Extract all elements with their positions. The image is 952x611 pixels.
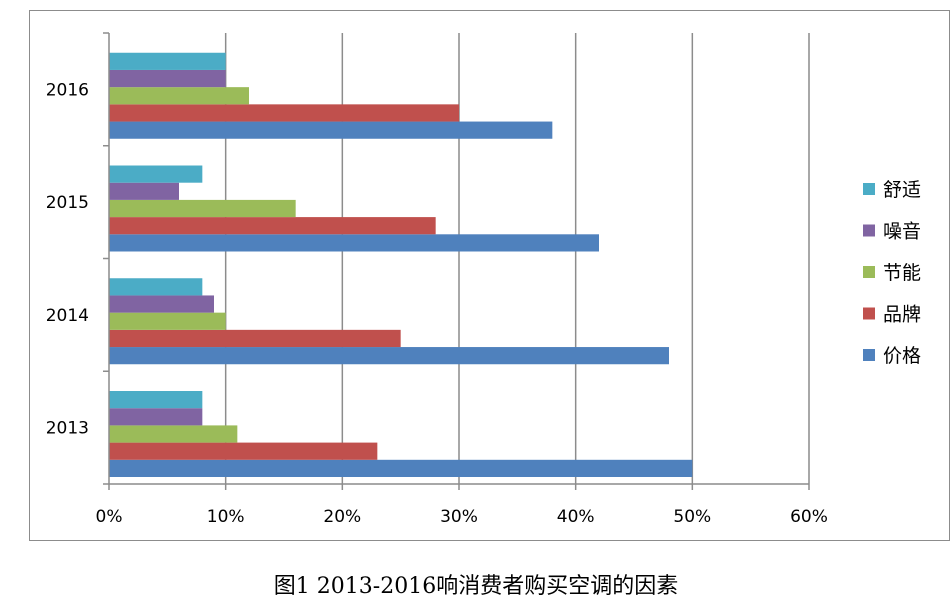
bar-2014-e59381e7898c: [109, 329, 401, 348]
bar-2015-e88a82e883bd: [109, 199, 296, 218]
legend-swatch-e59381e7898c: [863, 307, 875, 320]
x-tick-label-0: 0%: [96, 507, 123, 527]
bar-2016-e59381e7898c: [109, 104, 459, 122]
legend-label-e88a82e883bd: 节能: [883, 262, 921, 284]
y-tick-label-2014: 2014: [46, 306, 89, 326]
legend-swatch-e88892e98082: [863, 183, 875, 195]
bar-2014-e88a82e883bd: [109, 312, 226, 330]
bar-2013-e88892e98082: [109, 391, 203, 409]
y-tick-label-2016: 2016: [46, 80, 89, 100]
legend-swatch-e88a82e883bd: [863, 266, 875, 278]
bars: [109, 52, 693, 477]
x-tick-label-4: 40%: [557, 507, 595, 527]
bar-2016-e88892e98082: [109, 52, 226, 70]
bar-2014-e4bbb7e6a0bc: [109, 347, 669, 365]
y-tick-label-2013: 2013: [46, 419, 89, 439]
bar-2014-e599aae99fb3: [109, 295, 214, 313]
legend-label-e59381e7898c: 品牌: [883, 304, 921, 326]
x-tick-label-2: 20%: [323, 507, 361, 527]
bar-2013-e4bbb7e6a0bc: [109, 459, 693, 477]
bar-2013-e599aae99fb3: [109, 408, 203, 426]
legend-swatch-e4bbb7e6a0bc: [863, 349, 875, 361]
y-tick-label-2015: 2015: [46, 193, 89, 213]
legend-label-e88892e98082: 舒适: [883, 179, 921, 201]
bar-2015-e59381e7898c: [109, 217, 436, 235]
x-tick-labels: 0% 10% 20% 30% 40% 50% 60%: [96, 507, 828, 527]
axes: [103, 32, 810, 490]
chart-frame: [29, 10, 950, 541]
legend-label-e4bbb7e6a0bc: 价格: [883, 345, 921, 367]
bar-2013-e59381e7898c: [109, 442, 378, 460]
bar-2015-e88892e98082: [109, 165, 203, 183]
bar-2016-e4bbb7e6a0bc: [109, 121, 553, 139]
bar-2014-e88892e98082: [109, 278, 203, 296]
x-tick-label-3: 30%: [440, 507, 478, 527]
gridlines: [224, 33, 810, 484]
bar-2015-e4bbb7e6a0bc: [109, 234, 599, 252]
legend-label-e599aae99fb3: 噪音: [883, 221, 921, 243]
y-tick-labels: 2013 2014 2015 2016: [46, 80, 89, 438]
figure-caption: 图1 2013-2016响消费者购买空调的因素: [273, 574, 679, 599]
x-tick-label-1: 10%: [207, 507, 245, 527]
bar-2013-e88a82e883bd: [109, 425, 238, 443]
legend-swatch-e599aae99fb3: [863, 224, 875, 237]
bar-2015-e599aae99fb3: [109, 182, 179, 200]
bar-2016-e599aae99fb3: [109, 69, 226, 88]
bar-2016-e88a82e883bd: [109, 87, 249, 105]
x-tick-label-6: 60%: [790, 507, 828, 527]
x-tick-label-5: 50%: [673, 507, 711, 527]
